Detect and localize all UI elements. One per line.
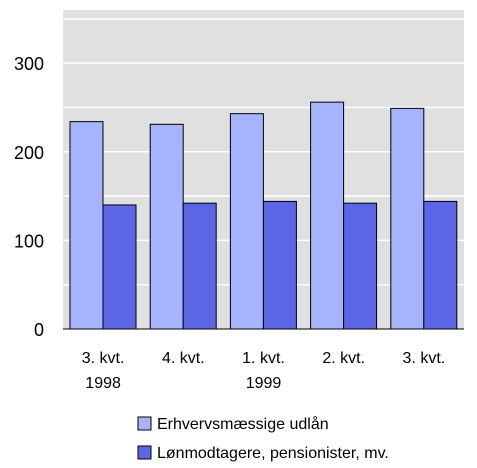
legend-swatch-loenmodtagere	[137, 445, 152, 460]
x-category-label: 1999	[246, 375, 282, 392]
bar-loenmodtagere	[262, 200, 297, 330]
bar-erhvervsmaessige	[69, 121, 104, 330]
x-category-label: 3. kvt.	[403, 350, 446, 367]
bar-loenmodtagere	[343, 202, 378, 330]
x-category-label: 1. kvt.	[242, 350, 285, 367]
legend-swatch-erhvervsmaessige	[137, 416, 152, 431]
x-category-label: 1998	[85, 375, 121, 392]
bar-erhvervsmaessige	[390, 107, 425, 330]
y-tick-label: 100	[14, 231, 44, 251]
legend-label-erhvervsmaessige: Erhvervsmæssige udlån	[157, 415, 329, 433]
x-category-label: 3. kvt.	[82, 350, 125, 367]
y-tick-label: 0	[34, 320, 44, 340]
bar-loenmodtagere	[423, 200, 458, 330]
x-category-labels: 3. kvt. 1998 4. kvt. 1. kvt. 1999 2. kvt. 3. k…	[82, 350, 445, 392]
bar-loenmodtagere	[102, 204, 137, 330]
legend-label-loenmodtagere: Lønmodtagere, pensionister, mv.	[157, 445, 389, 462]
x-category-label: 4. kvt.	[162, 350, 205, 367]
y-tick-label: 200	[14, 143, 44, 163]
x-category-label: 2. kvt.	[322, 350, 365, 367]
bar-erhvervsmaessige	[149, 123, 184, 330]
bar-loenmodtagere	[182, 202, 217, 330]
legend: Erhvervsmæssige udlån Lønmodtagere, pensi…	[137, 415, 389, 462]
bar-erhvervsmaessige	[310, 101, 345, 330]
bar-erhvervsmaessige	[229, 113, 264, 330]
y-tick-labels: 0 100 200 300	[14, 54, 44, 340]
y-tick-label: 300	[14, 54, 44, 74]
